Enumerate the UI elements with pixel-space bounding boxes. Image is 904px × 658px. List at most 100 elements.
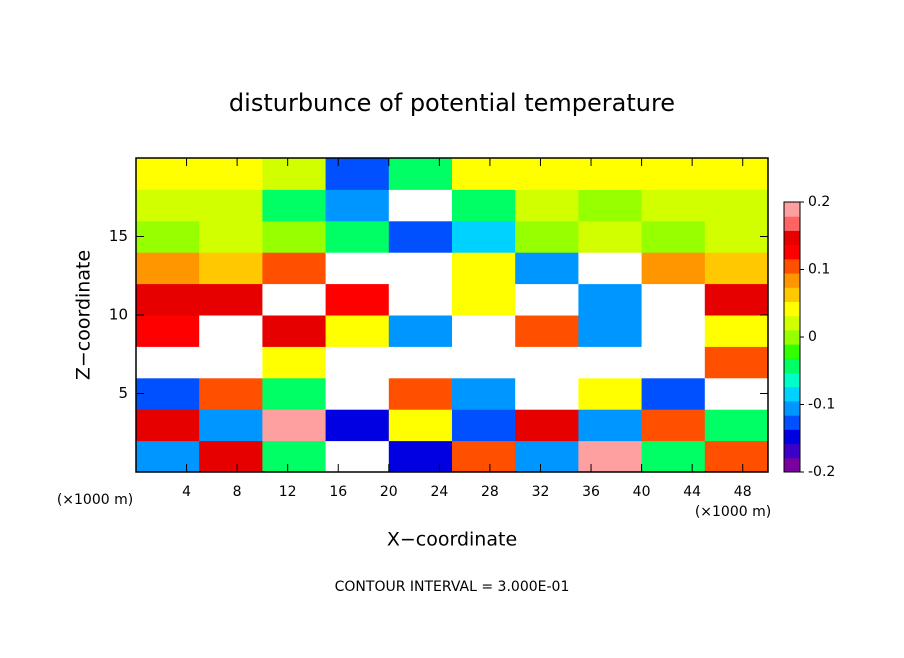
heat-cell (641, 409, 706, 442)
heat-cell (578, 283, 643, 316)
heat-cell (578, 189, 643, 222)
heat-cell (641, 440, 706, 473)
colorbar-swatch (784, 216, 800, 231)
heat-cell (262, 409, 327, 442)
heat-cell (199, 409, 263, 442)
x-tick-label: 8 (233, 484, 242, 500)
heat-cell (641, 158, 706, 190)
heat-cell (641, 189, 706, 222)
heat-cell (199, 220, 263, 253)
heat-cell (704, 440, 769, 473)
heat-cell (641, 346, 706, 379)
colorbar-swatch (784, 244, 800, 260)
heat-cell (136, 283, 200, 316)
chart-title: disturbunce of potential temperature (229, 89, 675, 117)
x-tick-label: 4 (182, 484, 191, 500)
heat-cell (136, 409, 200, 442)
heat-cell (452, 158, 516, 190)
heat-cell (136, 346, 200, 379)
heat-cell (578, 252, 643, 285)
heat-cell (452, 377, 516, 410)
heat-cell (199, 315, 263, 347)
heat-cell (578, 220, 643, 253)
heat-cell (262, 158, 327, 190)
colorbar-swatch (784, 273, 800, 288)
colorbar-swatch (784, 301, 800, 317)
colorbar-swatch (784, 329, 800, 345)
heat-cell (452, 252, 516, 285)
heat-cell (136, 440, 200, 473)
x-tick-label: 12 (279, 484, 297, 500)
x-tick-label: 44 (683, 484, 701, 500)
heat-cell (388, 158, 453, 190)
x-tick-label: 28 (481, 484, 499, 500)
heat-cell (325, 283, 390, 316)
heat-cell (452, 220, 516, 253)
heat-cell (704, 346, 769, 379)
heat-cell (704, 189, 769, 222)
heat-cell (325, 377, 390, 410)
colorbar-tick-label: -0.1 (808, 397, 835, 413)
heat-cell (262, 440, 327, 473)
heat-cell (704, 409, 769, 442)
heat-cell (262, 189, 327, 222)
heat-cell (704, 377, 769, 410)
heat-cell (452, 440, 516, 473)
heat-cell (704, 315, 769, 347)
colorbar-swatch (784, 400, 800, 416)
heat-cell (515, 189, 579, 222)
colorbar-swatch (784, 230, 800, 246)
heat-cell (515, 283, 579, 316)
heat-cell (388, 189, 453, 222)
heat-cell (578, 346, 643, 379)
x-unit: (×1000 m) (695, 504, 771, 520)
heat-cell (704, 283, 769, 316)
x-tick-label: 24 (430, 484, 448, 500)
y-axis-label: Z−coordinate (73, 250, 95, 380)
colorbar-swatch (784, 202, 800, 217)
heat-cell (704, 220, 769, 253)
heat-cell (388, 252, 453, 285)
heat-cell (262, 220, 327, 253)
heat-cell (136, 252, 200, 285)
heat-cell (199, 440, 263, 473)
heat-cell (199, 252, 263, 285)
heat-cell (199, 346, 263, 379)
x-tick-label: 40 (633, 484, 651, 500)
heat-cell (262, 377, 327, 410)
heat-cell (515, 377, 579, 410)
colorbar-swatch (784, 386, 800, 402)
heat-cell (578, 315, 643, 347)
heat-cell (136, 189, 200, 222)
heat-cell (641, 252, 706, 285)
footnote: CONTOUR INTERVAL = 3.000E-01 (335, 579, 570, 595)
colorbar-tick-label: 0.2 (808, 194, 830, 210)
heat-cell (388, 377, 453, 410)
heat-cell (325, 346, 390, 379)
heat-cell (262, 252, 327, 285)
heat-cell (515, 315, 579, 347)
heat-cell (641, 220, 706, 253)
heat-cell (452, 346, 516, 379)
y-tick-label: 10 (109, 306, 128, 324)
heat-cell (325, 189, 390, 222)
x-axis-label: X−coordinate (387, 529, 517, 551)
colorbar-tick-label: 0.1 (808, 262, 830, 278)
heat-cell (578, 440, 643, 473)
heat-cell (515, 220, 579, 253)
colorbar-tick-label: -0.2 (808, 464, 835, 480)
colorbar-swatch (784, 457, 800, 473)
heat-cell (641, 283, 706, 316)
colorbar-swatch (784, 315, 800, 331)
heat-cell (262, 283, 327, 316)
heat-cell (136, 315, 200, 347)
heat-cell (388, 346, 453, 379)
heat-cell (578, 158, 643, 190)
heat-cell (325, 315, 390, 347)
heat-cell (452, 315, 516, 347)
heat-cell (325, 220, 390, 253)
heat-cell (199, 377, 263, 410)
heat-cell (136, 158, 200, 190)
heat-cell (641, 377, 706, 410)
heat-cell (578, 377, 643, 410)
